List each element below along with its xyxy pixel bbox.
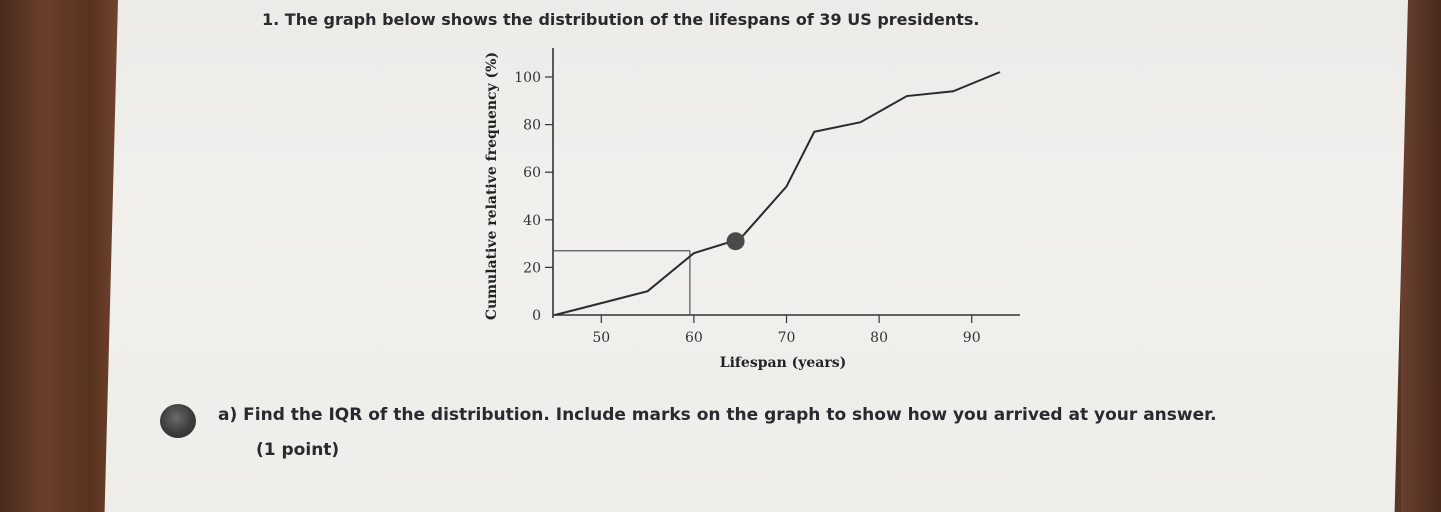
data-point	[646, 290, 649, 293]
y-tick-label: 100	[514, 70, 541, 86]
question-title: 1. The graph below shows the distributio…	[262, 10, 980, 29]
data-point	[998, 71, 1001, 74]
y-tick-label: 60	[523, 165, 541, 181]
bullet-icon	[160, 404, 196, 438]
data-point	[693, 252, 695, 254]
x-axis-title: Lifespan (years)	[720, 355, 847, 371]
marked-point	[726, 232, 745, 251]
y-tick-label: 80	[523, 118, 541, 134]
x-tick-label: 90	[963, 330, 981, 346]
data-point	[859, 121, 862, 124]
x-tick-label: 70	[778, 330, 796, 346]
question-part-a: a) Find the IQR of the distribution. Inc…	[218, 405, 1217, 425]
data-point	[785, 185, 788, 188]
data-point	[906, 95, 908, 97]
desk-right	[1401, 0, 1441, 512]
y-axis-title: Cumulative relative frequency (%)	[484, 52, 500, 320]
y-tick-label: 40	[523, 213, 541, 229]
x-tick-label: 60	[685, 330, 703, 346]
cumulative-frequency-line	[554, 71, 1000, 316]
data-point	[813, 130, 816, 133]
x-tick-label: 50	[592, 330, 610, 346]
data-point	[600, 302, 603, 304]
y-tick-label: 0	[532, 308, 541, 324]
x-tick-label: 80	[870, 330, 888, 346]
data-point	[554, 314, 556, 316]
data-point	[952, 90, 954, 93]
y-tick-label: 20	[523, 260, 541, 276]
question-points: (1 point)	[256, 440, 340, 460]
